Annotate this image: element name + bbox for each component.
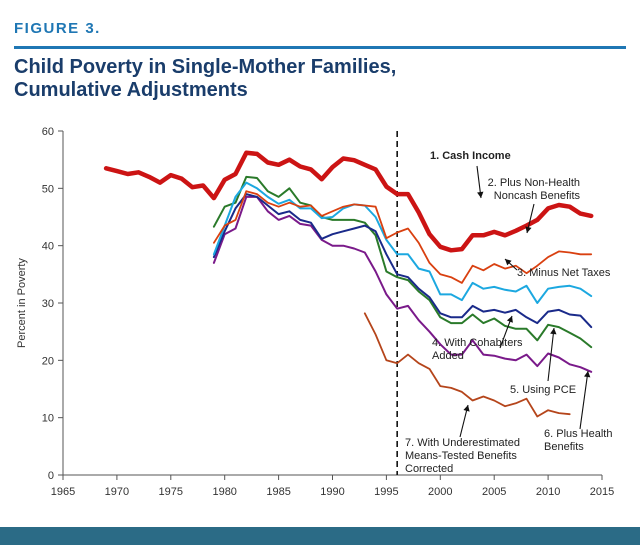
annotation-label-6: 6. Plus Health: [544, 428, 612, 440]
x-tick-label: 1985: [266, 486, 290, 498]
x-tick-label: 1990: [320, 486, 344, 498]
annotation-label-3: 3. Minus Net Taxes: [517, 267, 611, 279]
y-tick-label: 10: [42, 413, 54, 425]
chart-title-line-1: Child Poverty in Single-Mother Families,: [14, 56, 397, 78]
annotation-label-7: Means-Tested Benefits: [405, 450, 517, 462]
annotation-arrowhead-6: [584, 371, 591, 378]
series-line-4: [212, 193, 593, 329]
series-line-2: [212, 190, 593, 284]
y-tick-label: 40: [42, 241, 54, 253]
annotation-label-4: Added: [432, 350, 464, 362]
annotation-label-7: Corrected: [405, 463, 453, 475]
x-tick-label: 2005: [482, 486, 506, 498]
annotation-arrow-5: [547, 327, 555, 382]
annotation-label-5: 5. Using PCE: [510, 384, 576, 396]
chart-title: Child Poverty in Single-Mother Families,…: [14, 56, 396, 102]
series-line-7: [363, 312, 571, 418]
x-tick-label: 2015: [590, 486, 614, 498]
annotation-label-2: Noncash Benefits: [494, 190, 581, 202]
series-line-5: [212, 175, 593, 349]
x-tick-label: 1980: [212, 486, 236, 498]
x-tick-label: 1965: [51, 486, 75, 498]
series-line-3: [212, 181, 593, 304]
annotation-label-1: 1. Cash Income: [430, 150, 511, 162]
series-line-6: [212, 195, 593, 373]
annotation-arrowhead-2: [525, 226, 532, 233]
x-tick-label: 1970: [105, 486, 129, 498]
x-tick-label: 1995: [374, 486, 398, 498]
annotation-label-6: Benefits: [544, 441, 584, 453]
series-line-1: [103, 150, 594, 253]
y-tick-label: 60: [42, 126, 54, 138]
annotation-arrowhead-5: [550, 328, 557, 335]
y-tick-label: 50: [42, 183, 54, 195]
x-tick-label: 1975: [159, 486, 183, 498]
y-axis-label: Percent in Poverty: [16, 258, 28, 348]
x-tick-label: 2000: [428, 486, 452, 498]
x-tick-label: 2010: [536, 486, 560, 498]
y-tick-label: 20: [42, 355, 54, 367]
annotation-arrowhead-3: [505, 259, 512, 266]
chart-title-line-2: Cumulative Adjustments: [14, 79, 248, 101]
annotation-arrowhead-7: [463, 405, 470, 412]
header-rule: [14, 46, 626, 49]
y-tick-label: 30: [42, 298, 54, 310]
annotation-label-4: 4. With Cohabiters: [432, 337, 523, 349]
figure-label: FIGURE 3.: [14, 20, 101, 37]
annotation-arrowhead-1: [477, 191, 484, 198]
annotation-label-2: 2. Plus Non-Health: [488, 177, 580, 189]
annotation-arrow-6: [579, 370, 589, 430]
annotation-label-7: 7. With Underestimated: [405, 437, 520, 449]
y-tick-label: 0: [48, 470, 54, 482]
footer-bar: [0, 527, 640, 545]
annotation-arrowhead-4: [506, 316, 513, 323]
